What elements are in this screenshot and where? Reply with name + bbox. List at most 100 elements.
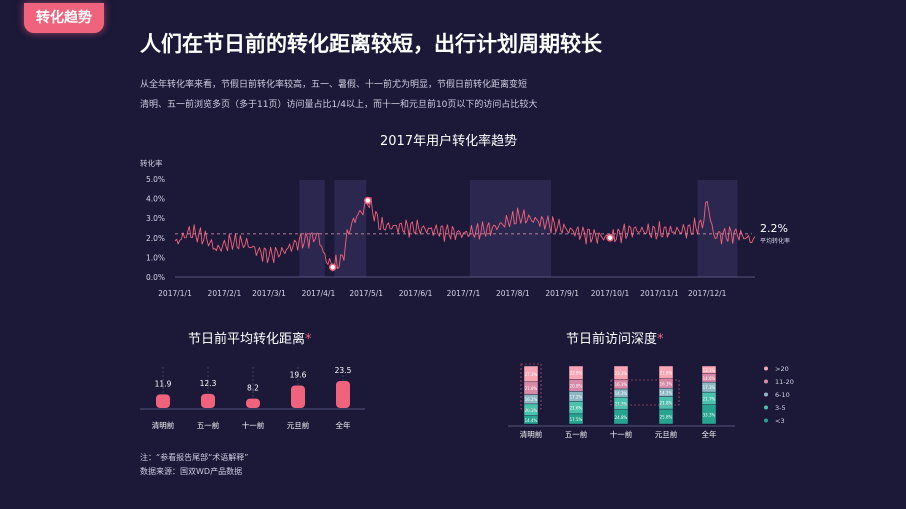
description-line-1: 从全年转化率来看，节假日前转化率较高，五一、暑假、十一前尤为明显，节假日前转化距… — [140, 80, 528, 90]
footnote: 注：“参看报告尾部“术语解释” — [140, 453, 249, 462]
bar-value-label: 23.5 — [335, 366, 352, 375]
bar-五一前 — [201, 393, 215, 408]
x-tick-label: 2017/2/1 — [208, 289, 242, 298]
stack-value-label: 33.3% — [703, 412, 716, 417]
bar-chart-title: 节日前平均转化距离* — [188, 332, 312, 347]
average-value-label: 2.2% — [760, 222, 788, 235]
stack-value-label: 14.4% — [525, 418, 538, 423]
stack-value-label: 21.8% — [525, 386, 538, 391]
x-tick-label: 2017/4/1 — [302, 289, 336, 298]
stack-segment->20 — [658, 365, 674, 379]
legend-label: >20 — [775, 365, 789, 373]
description-line-2: 清明、五一前浏览多页（多于11页）访问量占比1/4以上，而十一和元旦前10页以下… — [140, 100, 538, 110]
bar-category-label: 元旦前 — [287, 420, 310, 430]
x-tick-label: 2017/10/1 — [591, 289, 630, 298]
bar-category-label: 清明前 — [152, 420, 175, 430]
x-tick-label: 2017/8/1 — [496, 289, 530, 298]
x-tick-label: 2017/6/1 — [399, 289, 433, 298]
y-tick-label: 1.0% — [146, 253, 165, 262]
stack-value-label: 21.6% — [570, 406, 583, 411]
stack-category-label: 五一前 — [565, 429, 588, 439]
stack-value-label: 16.2% — [525, 397, 538, 402]
highlight-point-1 — [364, 196, 372, 205]
stack-value-label: 16.3% — [660, 381, 673, 386]
legend-label: 6-10 — [775, 391, 790, 399]
stack-value-label: 17.5% — [570, 417, 583, 422]
x-tick-label: 2017/3/1 — [252, 289, 286, 298]
line-chart-title: 2017年用户转化率趋势 — [380, 134, 518, 149]
y-tick-label: 4.0% — [146, 195, 165, 204]
x-tick-label: 2017/9/1 — [545, 289, 579, 298]
legend-label: 3-5 — [775, 404, 786, 412]
legend-label: 11-20 — [775, 378, 794, 386]
stack-value-label: 22.9% — [570, 371, 583, 376]
x-tick-label: 2017/11/1 — [640, 289, 679, 298]
page-title: 人们在节日前的转化距离较短，出行计划周期较长 — [140, 32, 602, 56]
section-tag: 转化趋势 — [24, 3, 104, 33]
bar-value-label: 11.9 — [155, 379, 172, 388]
bar-category-label: 全年 — [336, 420, 351, 430]
bar-元旦前 — [291, 385, 305, 408]
highlight-box — [610, 379, 680, 406]
legend-label: <3 — [775, 417, 785, 425]
bar-value-label: 8.2 — [247, 384, 259, 393]
stacked-chart-title: 节日前访问深度* — [566, 332, 664, 347]
holiday-band-0 — [299, 180, 325, 277]
stack-category-label: 十一前 — [610, 429, 633, 439]
stack-category-label: 元旦前 — [655, 429, 678, 439]
stack-segment->20 — [613, 365, 629, 380]
stack-value-label: 14.6% — [703, 376, 716, 381]
stack-category-label: 全年 — [702, 429, 717, 439]
x-tick-label: 2017/7/1 — [447, 289, 481, 298]
bar-value-label: 12.3 — [200, 379, 217, 388]
legend-swatch — [764, 366, 768, 371]
stack-value-label: 20.3% — [525, 408, 538, 413]
stack-value-label: 13.1% — [703, 368, 716, 373]
stack-value-label: 14.3% — [615, 391, 628, 396]
y-tick-label: 2.0% — [146, 234, 165, 243]
bar-value-label: 19.6 — [290, 370, 307, 379]
bar-全年 — [336, 381, 350, 408]
y-axis-label: 转化率 — [140, 158, 163, 168]
legend-swatch — [764, 379, 768, 384]
y-tick-label: 3.0% — [146, 214, 165, 223]
stack-value-label: 21.3% — [615, 401, 628, 406]
stack-value-label: 24.8% — [615, 415, 628, 420]
legend-swatch — [764, 418, 768, 423]
y-tick-label: 0.0% — [146, 273, 165, 282]
x-tick-label: 2017/1/1 — [158, 289, 192, 298]
conversion-rate-series — [174, 197, 756, 272]
stack-value-label: 16.3% — [615, 382, 628, 387]
highlight-box — [520, 363, 542, 410]
holiday-band-2 — [469, 180, 552, 277]
stack-segment->20 — [523, 365, 539, 383]
stack-value-label: 17.2% — [570, 394, 583, 399]
bar-清明前 — [156, 394, 170, 408]
data-source: 数据来源：国双WD产品数据 — [140, 467, 243, 476]
stack-value-label: 27.3% — [525, 372, 538, 377]
stack-value-label: 20.8% — [570, 383, 583, 388]
stack-segment->20 — [701, 365, 717, 374]
stack-value-label: 21.7% — [703, 396, 716, 401]
stack-value-label: 21.8% — [660, 401, 673, 406]
stack-category-label: 清明前 — [520, 429, 543, 439]
x-tick-label: 2017/12/1 — [688, 289, 727, 298]
average-caption-label: 平均转化率 — [760, 237, 790, 245]
x-tick-label: 2017/5/1 — [349, 289, 383, 298]
legend-swatch — [764, 405, 768, 410]
highlight-point-0 — [328, 263, 337, 271]
stack-value-label: 14.2% — [660, 390, 673, 395]
stack-segment->20 — [568, 365, 584, 380]
holiday-band-3 — [697, 180, 738, 277]
y-tick-label: 5.0% — [146, 175, 165, 184]
stack-value-label: 17.3% — [703, 385, 716, 390]
legend-swatch — [764, 392, 768, 397]
bar-category-label: 十一前 — [242, 420, 265, 430]
stack-value-label: 25.8% — [660, 415, 673, 420]
bar-category-label: 五一前 — [197, 420, 220, 430]
stack-value-label: 23.3% — [615, 371, 628, 376]
bar-十一前 — [246, 398, 260, 408]
highlight-point-2 — [606, 234, 614, 242]
stack-value-label: 21.9% — [660, 370, 673, 375]
